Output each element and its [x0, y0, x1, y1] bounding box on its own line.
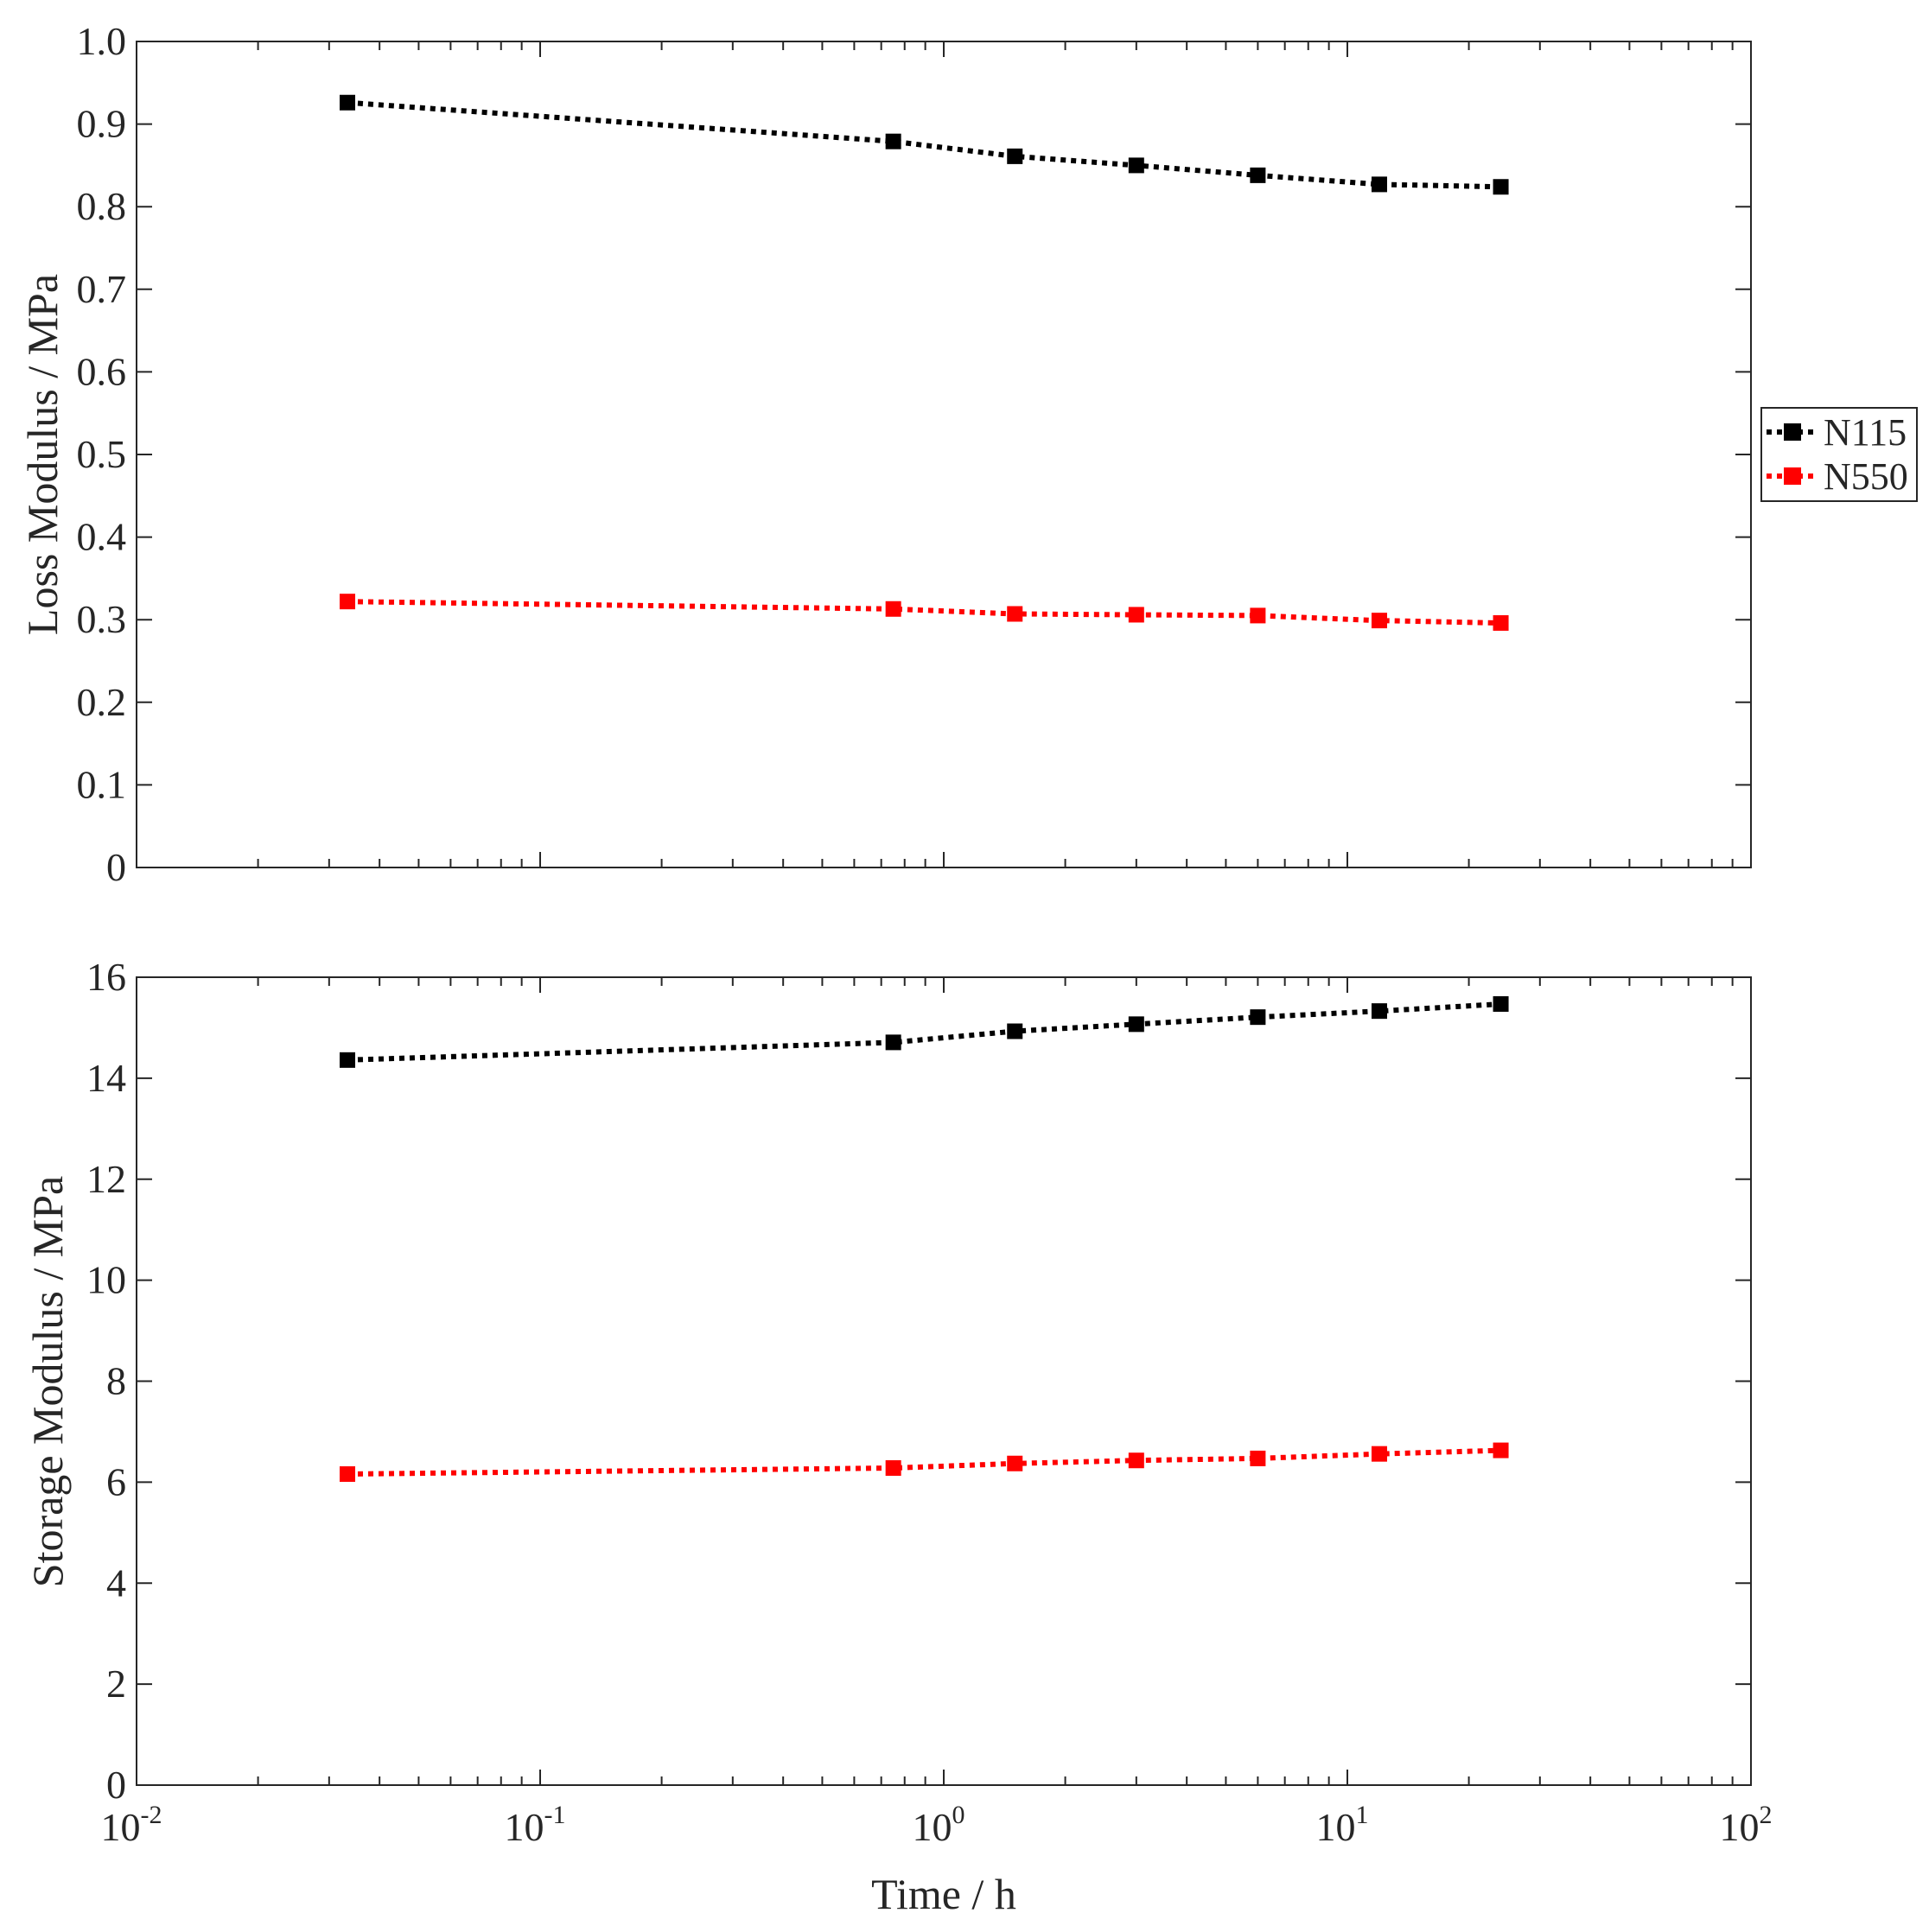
y-tick-label: 0.2 [77, 680, 127, 724]
loss-modulus-ticks [136, 41, 1752, 868]
data-point-n115 [885, 133, 901, 149]
y-tick-label: 0.3 [77, 597, 127, 641]
data-point-n115 [339, 94, 355, 111]
y-tick-label: 14 [86, 1056, 126, 1100]
x-tick-label: 101 [1316, 1801, 1369, 1849]
data-point-n550 [1493, 615, 1509, 632]
data-point-n115 [885, 1034, 901, 1051]
legend-label-n115: N115 [1824, 411, 1907, 454]
legend: N115 N550 [1760, 407, 1918, 502]
x-tick-label-base: 10 [1720, 1805, 1760, 1849]
data-point-n550 [1007, 606, 1023, 622]
loss-modulus-series [339, 94, 1509, 632]
x-tick-label: 100 [913, 1801, 965, 1849]
x-tick-label-base: 10 [1316, 1805, 1356, 1849]
x-tick-label: 10-1 [505, 1801, 566, 1849]
data-point-n115 [1128, 1016, 1144, 1033]
legend-label-n550: N550 [1824, 455, 1908, 498]
data-point-n550 [339, 594, 355, 610]
loss-modulus-panel: 0 0.1 0.2 0.3 0.4 0.5 0.6 0.7 0.8 0.9 1.0 Loss Mod… [18, 19, 1752, 889]
data-point-n550 [1371, 1446, 1387, 1462]
x-tick-label-exponent: 0 [952, 1801, 965, 1829]
y-tick-label: 2 [106, 1662, 126, 1706]
y-tick-label: 10 [86, 1258, 126, 1302]
y-tick-label: 0.1 [77, 762, 127, 806]
data-point-n550 [1371, 613, 1387, 629]
x-tick-label-exponent: -1 [544, 1801, 566, 1829]
x-axis-title: Time / h [871, 1870, 1016, 1918]
data-point-n550 [1493, 1442, 1509, 1459]
y-tick-label: 0 [106, 1763, 126, 1807]
y-tick-label: 0.8 [77, 184, 127, 228]
data-point-n550 [1007, 1455, 1023, 1471]
loss-modulus-plot-area [136, 41, 1752, 868]
y-tick-label: 0.5 [77, 432, 127, 476]
data-point-n115 [1250, 1009, 1266, 1026]
x-tick-label: 10-2 [101, 1801, 162, 1849]
y-tick-label: 0.9 [77, 102, 127, 146]
x-tick-label-base: 10 [101, 1805, 141, 1849]
data-point-n115 [1493, 995, 1509, 1012]
data-point-n115 [1371, 176, 1387, 193]
y-tick-label: 4 [106, 1560, 126, 1605]
loss-modulus-y-axis-title: Loss Modulus / MPa [18, 274, 67, 635]
x-tick-label-exponent: 2 [1760, 1801, 1773, 1829]
y-tick-label: 6 [106, 1459, 126, 1503]
data-point-n115 [1493, 179, 1509, 195]
data-point-n115 [1007, 148, 1023, 164]
data-point-n550 [885, 1460, 901, 1477]
data-point-n115 [1007, 1023, 1023, 1039]
x-tick-label: 102 [1720, 1801, 1773, 1849]
x-tick-label-base: 10 [913, 1805, 952, 1849]
storage-modulus-y-axis-title: Storage Modulus / MPa [23, 1176, 72, 1587]
data-point-n550 [339, 1466, 355, 1483]
data-point-n550 [885, 601, 901, 617]
x-tick-label-base: 10 [505, 1805, 544, 1849]
data-point-n550 [1128, 1452, 1144, 1469]
storage-modulus-plot-area [136, 976, 1752, 1786]
legend-marker-n550 [1784, 467, 1801, 485]
legend-marker-n115 [1784, 423, 1801, 441]
y-tick-label: 16 [86, 955, 126, 999]
y-tick-label: 1.0 [77, 19, 127, 63]
data-point-n550 [1128, 607, 1144, 623]
data-point-n115 [339, 1052, 355, 1068]
x-tick-label-exponent: -2 [141, 1801, 162, 1829]
y-tick-label: 0.4 [77, 515, 127, 559]
y-tick-label: 0 [106, 845, 126, 889]
y-tick-label: 8 [106, 1359, 126, 1403]
y-tick-label: 0.6 [77, 349, 127, 393]
data-point-n115 [1128, 157, 1144, 174]
y-tick-label: 0.7 [77, 267, 127, 311]
data-point-n550 [1250, 1450, 1266, 1466]
data-point-n115 [1250, 167, 1266, 183]
storage-modulus-series [339, 995, 1509, 1483]
data-point-n115 [1371, 1003, 1387, 1020]
storage-modulus-ticks [136, 976, 1752, 1786]
x-tick-label-exponent: 1 [1356, 1801, 1369, 1829]
loss-modulus-tick-labels: 0 0.1 0.2 0.3 0.4 0.5 0.6 0.7 0.8 0.9 1.0 [77, 19, 127, 889]
data-point-n550 [1250, 607, 1266, 624]
y-tick-label: 12 [86, 1157, 126, 1201]
